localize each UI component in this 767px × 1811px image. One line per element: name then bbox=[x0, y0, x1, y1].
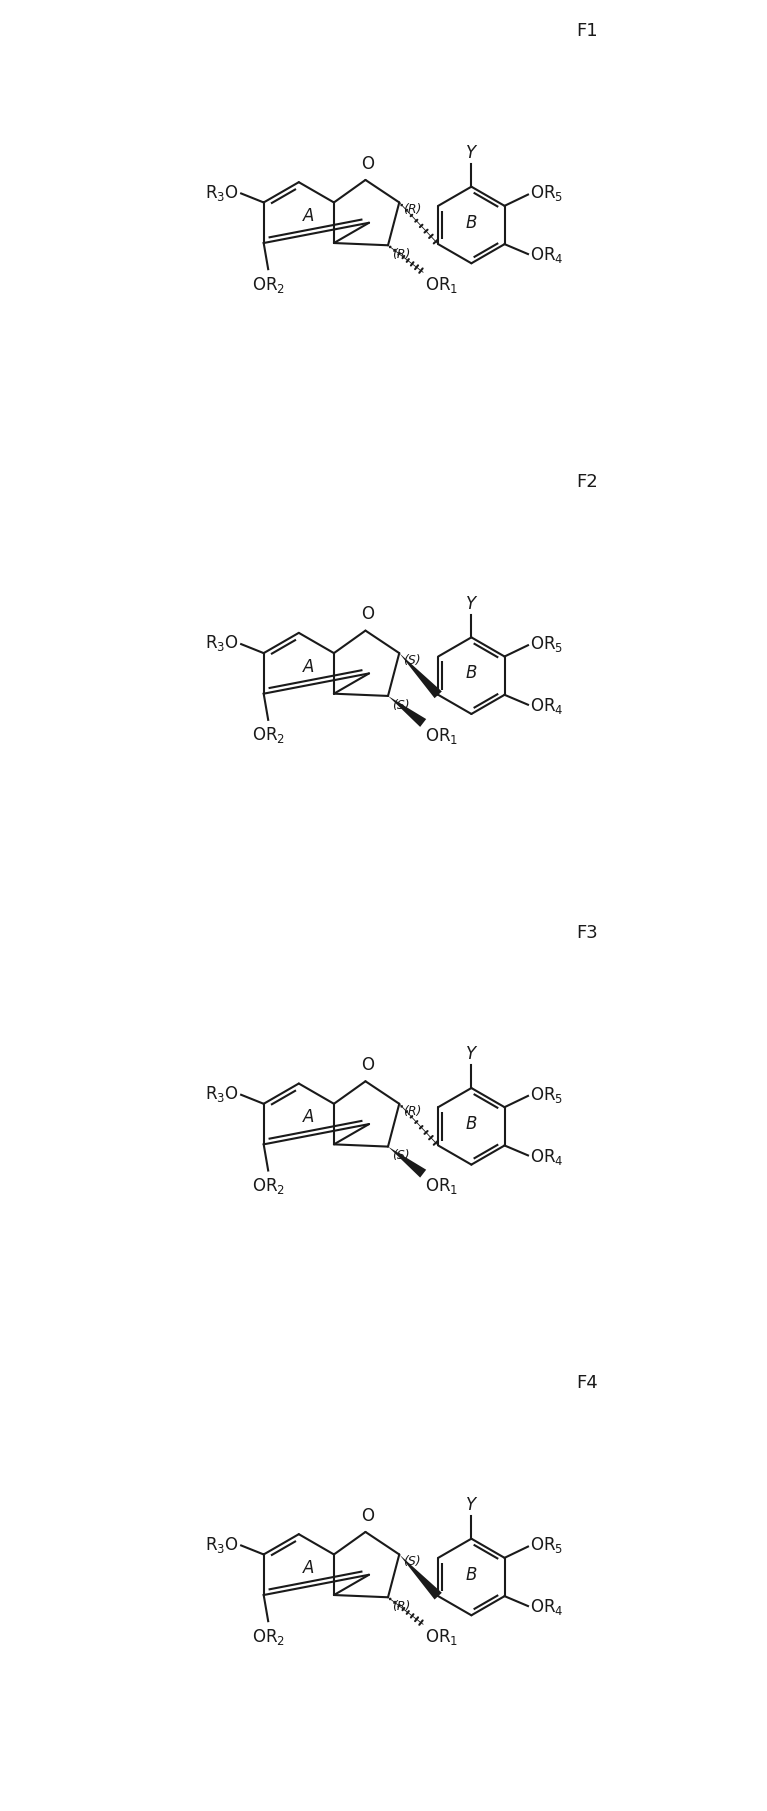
Text: OR$_1$: OR$_1$ bbox=[425, 1626, 458, 1646]
Text: B: B bbox=[466, 1567, 477, 1585]
Text: Y: Y bbox=[466, 1045, 476, 1063]
Polygon shape bbox=[400, 654, 442, 699]
Text: OR$_2$: OR$_2$ bbox=[252, 724, 285, 746]
Text: (R): (R) bbox=[403, 203, 421, 216]
Text: OR$_1$: OR$_1$ bbox=[425, 726, 458, 746]
Text: OR$_4$: OR$_4$ bbox=[530, 1146, 564, 1166]
Text: Y: Y bbox=[466, 594, 476, 612]
Text: A: A bbox=[302, 657, 314, 676]
Text: F3: F3 bbox=[576, 924, 597, 942]
Text: O: O bbox=[360, 1507, 374, 1525]
Text: OR$_2$: OR$_2$ bbox=[252, 1175, 285, 1195]
Text: F2: F2 bbox=[576, 473, 597, 491]
Text: OR$_4$: OR$_4$ bbox=[530, 695, 564, 715]
Text: F1: F1 bbox=[576, 22, 597, 40]
Text: F4: F4 bbox=[576, 1375, 597, 1393]
Text: (S): (S) bbox=[403, 1556, 420, 1568]
Text: OR$_5$: OR$_5$ bbox=[530, 183, 564, 203]
Text: OR$_2$: OR$_2$ bbox=[252, 275, 285, 295]
Text: B: B bbox=[466, 1116, 477, 1134]
Text: OR$_1$: OR$_1$ bbox=[425, 275, 458, 295]
Text: R$_3$O: R$_3$O bbox=[205, 183, 239, 203]
Text: R$_3$O: R$_3$O bbox=[205, 1534, 239, 1554]
Text: OR$_4$: OR$_4$ bbox=[530, 246, 564, 266]
Polygon shape bbox=[400, 1554, 442, 1599]
Text: (R): (R) bbox=[392, 248, 410, 261]
Text: Y: Y bbox=[466, 1496, 476, 1514]
Text: (S): (S) bbox=[392, 699, 410, 712]
Text: R$_3$O: R$_3$O bbox=[205, 1083, 239, 1105]
Text: O: O bbox=[360, 605, 374, 623]
Text: OR$_4$: OR$_4$ bbox=[530, 1597, 564, 1617]
Text: O: O bbox=[360, 154, 374, 172]
Text: R$_3$O: R$_3$O bbox=[205, 634, 239, 654]
Text: B: B bbox=[466, 665, 477, 683]
Text: OR$_5$: OR$_5$ bbox=[530, 1085, 564, 1105]
Text: A: A bbox=[302, 206, 314, 225]
Text: OR$_5$: OR$_5$ bbox=[530, 634, 564, 654]
Text: Y: Y bbox=[466, 143, 476, 161]
Text: (S): (S) bbox=[392, 1150, 410, 1163]
Polygon shape bbox=[388, 695, 426, 726]
Text: O: O bbox=[360, 1056, 374, 1074]
Text: (S): (S) bbox=[403, 654, 420, 666]
Text: (R): (R) bbox=[403, 1105, 421, 1117]
Text: OR$_2$: OR$_2$ bbox=[252, 1626, 285, 1646]
Text: A: A bbox=[302, 1559, 314, 1577]
Text: OR$_5$: OR$_5$ bbox=[530, 1536, 564, 1556]
Text: OR$_1$: OR$_1$ bbox=[425, 1177, 458, 1197]
Text: B: B bbox=[466, 214, 477, 232]
Text: (R): (R) bbox=[392, 1599, 410, 1614]
Text: A: A bbox=[302, 1108, 314, 1126]
Polygon shape bbox=[388, 1146, 426, 1177]
